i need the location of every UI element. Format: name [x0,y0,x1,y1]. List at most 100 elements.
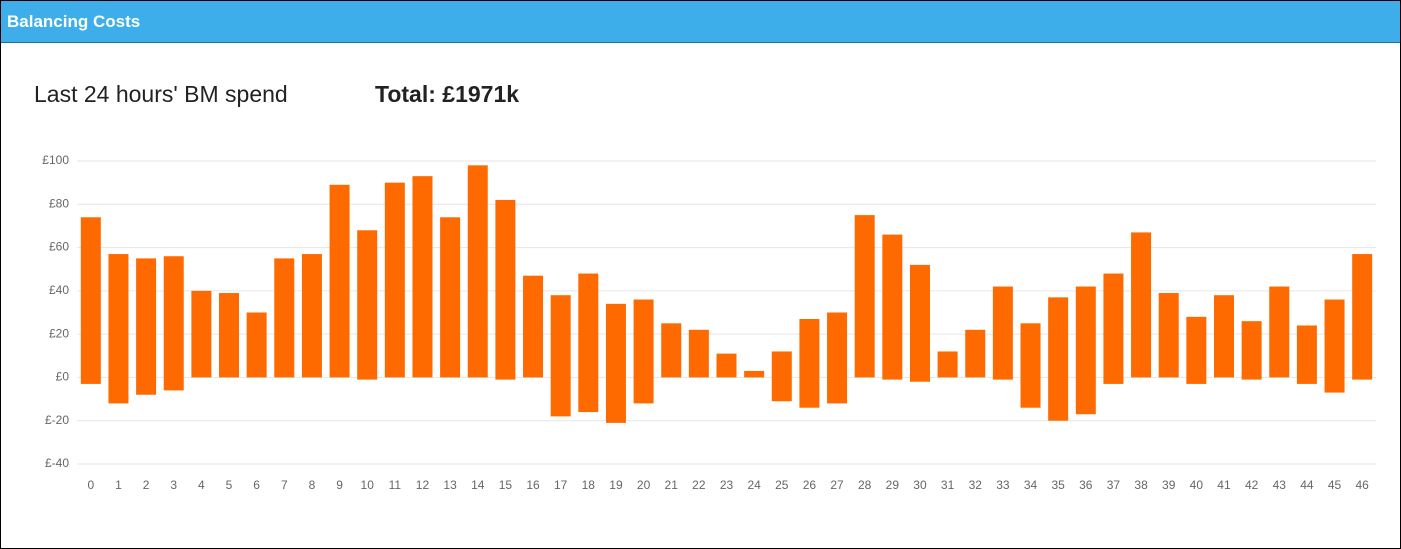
y-tick-label: £80 [49,196,69,210]
panel-title: Balancing Costs [7,12,141,31]
x-tick-label: 35 [1051,478,1065,492]
bar [1131,232,1152,378]
x-tick-label: 9 [336,478,343,492]
x-tick-label: 42 [1245,478,1259,492]
x-tick-label: 7 [281,478,288,492]
x-tick-label: 6 [253,478,260,492]
bar [827,312,848,404]
bar [357,230,378,380]
x-tick-label: 3 [170,478,177,492]
x-tick-label: 8 [309,478,316,492]
x-tick-label: 17 [554,478,568,492]
bar [108,254,129,404]
y-tick-label: £40 [49,283,69,297]
bar [467,165,488,378]
x-tick-label: 34 [1024,478,1038,492]
x-tick-label: 27 [830,478,844,492]
x-tick-label: 45 [1328,478,1342,492]
x-tick-label: 21 [665,478,679,492]
x-tick-label: 4 [198,478,205,492]
x-tick-label: 25 [775,478,789,492]
y-tick-label: £-40 [45,456,69,470]
bar [1158,293,1179,378]
bar [771,351,792,402]
bar [605,303,626,423]
bar [965,329,986,378]
y-tick-label: £-20 [45,413,69,427]
x-tick-label: 41 [1217,478,1231,492]
x-tick-label: 30 [913,478,927,492]
x-tick-label: 12 [416,478,430,492]
bar [661,323,682,378]
x-tick-label: 43 [1273,478,1287,492]
bar [523,275,544,378]
bar [80,217,101,384]
bar [1103,273,1124,384]
bar [799,318,820,408]
x-tick-label: 32 [969,478,983,492]
x-tick-label: 14 [471,478,485,492]
x-tick-label: 11 [389,478,402,492]
x-tick-label: 0 [87,478,94,492]
bar [1020,323,1041,408]
bar [246,312,267,378]
bar [384,182,405,378]
y-tick-label: £100 [42,153,69,167]
x-tick-label: 29 [886,478,900,492]
x-tick-label: 13 [443,478,457,492]
bar [909,264,930,382]
subtitle: Last 24 hours' BM spend [34,81,288,107]
x-tick-label: 20 [637,478,651,492]
bar [1352,254,1373,380]
total: Total: £1971k [375,81,520,107]
bar [191,290,212,378]
x-tick-label: 37 [1107,478,1121,492]
x-tick-label: 15 [499,478,513,492]
bar [1213,295,1234,378]
bar [163,256,184,391]
x-tick-label: 5 [226,478,233,492]
bar [578,273,599,413]
bar [1324,299,1345,393]
x-tick-label: 23 [720,478,734,492]
bar [219,293,240,378]
x-tick-label: 22 [692,478,706,492]
x-tick-label: 46 [1356,478,1370,492]
bar [688,329,709,378]
x-tick-label: 16 [526,478,540,492]
x-tick-label: 24 [747,478,761,492]
bar [1296,325,1317,384]
x-tick-label: 1 [115,478,122,492]
x-tick-label: 33 [996,478,1010,492]
bar [136,258,157,395]
bar [412,176,433,378]
bar [329,184,350,378]
bar [854,215,875,378]
panel-header: Balancing Costs [1,1,1400,43]
x-tick-label: 36 [1079,478,1093,492]
x-tick-label: 39 [1162,478,1176,492]
bar [633,299,654,404]
bar [495,199,516,380]
bar [716,353,737,378]
bar [1241,321,1262,380]
bar [992,286,1013,380]
x-tick-label: 26 [803,478,817,492]
x-tick-label: 2 [143,478,150,492]
x-tick-label: 18 [582,478,596,492]
x-tick-label: 28 [858,478,872,492]
bar [882,234,903,380]
x-tick-label: 38 [1134,478,1148,492]
bar [744,370,765,378]
x-tick-label: 44 [1300,478,1314,492]
bar [1048,297,1069,421]
y-tick-label: £20 [49,326,69,340]
x-tick-label: 40 [1190,478,1204,492]
y-tick-label: £60 [49,240,69,254]
bar [301,254,322,378]
bar [1269,286,1290,378]
bar [1186,316,1207,384]
x-tick-label: 10 [361,478,375,492]
